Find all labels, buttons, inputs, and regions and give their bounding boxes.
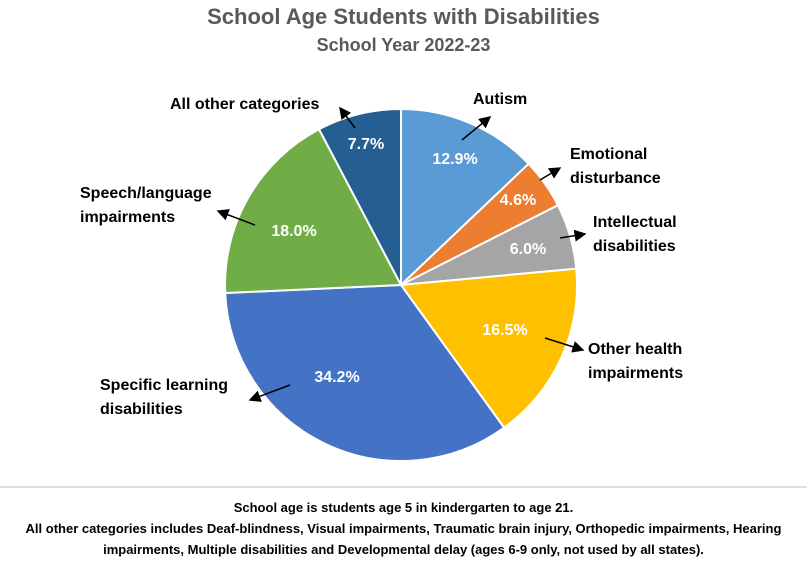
note: All other categories includes Deaf-blind…	[25, 521, 782, 557]
pie-slice	[224, 283, 506, 462]
note: School age is students age 5 in kinderga…	[233, 500, 574, 515]
leader-arrow	[461, 116, 492, 141]
value-label: 4.6%	[500, 192, 536, 209]
category-label: Emotional disturbance	[570, 146, 661, 187]
notes: School age is students age 5 in kinderga…	[4, 497, 803, 560]
leader-arrow	[559, 229, 587, 242]
value-label: 7.7%	[348, 136, 384, 153]
pie-slice	[224, 127, 403, 295]
chart-title: School Age Students with Disabilities	[207, 4, 600, 29]
value-label: 6.0%	[510, 241, 546, 258]
category-label: Specific learning disabilities	[100, 377, 229, 418]
chart-subtitle: School Year 2022-23	[316, 35, 491, 55]
value-label: 16.5%	[482, 322, 527, 339]
pie-slice	[399, 267, 578, 430]
category-label: All other categories	[170, 96, 320, 113]
pie-slice	[317, 107, 402, 286]
category-label: Speech/language impairments	[80, 185, 212, 226]
leader-arrow	[544, 337, 585, 353]
category-label: Other health impairments	[588, 341, 684, 382]
category-label: Autism	[473, 91, 528, 108]
leader-arrow	[539, 167, 562, 181]
pie-slice	[400, 107, 531, 288]
value-label: 34.2%	[314, 369, 359, 386]
value-label: 18.0%	[271, 223, 316, 240]
category-label: Intellectual disabilities	[593, 214, 677, 255]
leader-arrow	[248, 384, 291, 402]
value-label: 12.9%	[432, 151, 477, 168]
leader-arrow	[339, 106, 356, 129]
leader-arrow	[216, 209, 256, 226]
